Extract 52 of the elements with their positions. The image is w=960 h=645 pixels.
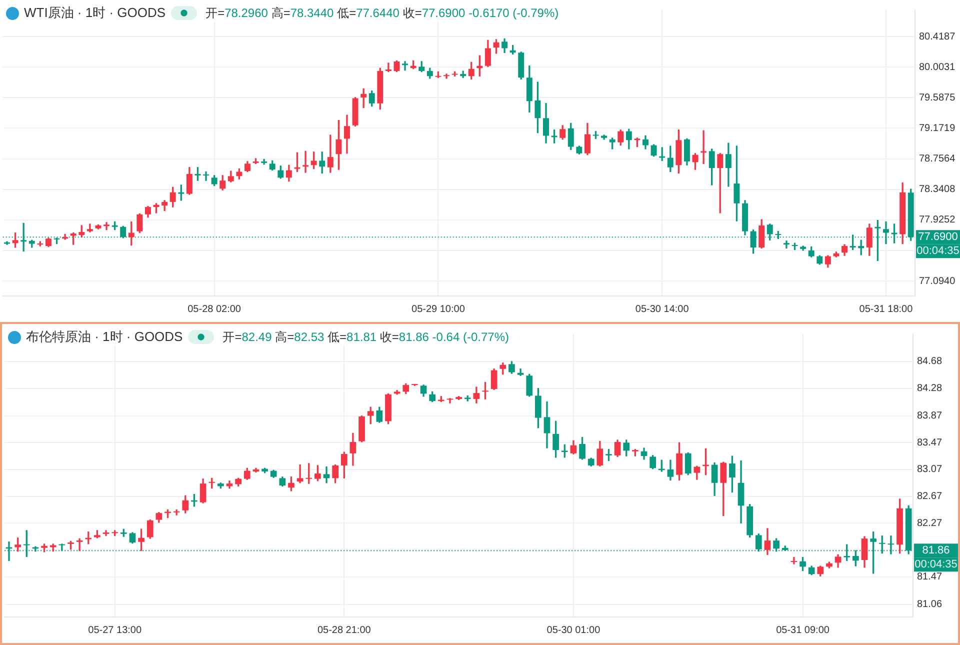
chart-title: 布伦特原油 · 1时 · GOODS: [26, 328, 183, 346]
y-tick-label: 77.9252: [919, 214, 956, 226]
y-tick-label: 82.27: [917, 518, 942, 529]
y-tick-label: 80.4187: [919, 31, 956, 42]
y-tick-label: 81.06: [917, 599, 942, 610]
candlestick: [446, 398, 454, 404]
y-tick-label: 79.5875: [919, 92, 956, 104]
x-tick-label: 05-30 14:00: [635, 304, 690, 315]
text: 00:04:35: [914, 558, 958, 571]
candlestick: [173, 509, 180, 516]
candlestick: [402, 61, 408, 71]
y-tick-label: 77.0940: [919, 276, 956, 287]
x-tick-label: 05-28 02:00: [188, 304, 242, 315]
x-tick-label: 05-30 01:00: [546, 624, 601, 636]
candlestick: [323, 466, 330, 484]
y-tick-label: 78.7564: [919, 154, 956, 165]
candlestick: [700, 130, 707, 164]
x-tick-label: 05-27 13:00: [88, 624, 142, 636]
candlestick: [444, 74, 450, 79]
y-tick-label: 84.28: [917, 383, 942, 394]
candlestick: [783, 240, 790, 249]
ref-line-label: 77.6900: [918, 231, 958, 244]
chart-title: WTI原油 · 1时 · GOODS: [24, 4, 166, 22]
x-tick-label: 05-29 10:00: [412, 304, 466, 315]
candlestick: [296, 464, 304, 484]
candlestick: [302, 150, 309, 173]
y-tick-label: 81.47: [917, 572, 942, 583]
candlestick: [203, 171, 209, 181]
candlestick: [102, 530, 110, 536]
text: 00:04:35: [916, 245, 960, 258]
candlestick: [460, 70, 466, 78]
candlestick: [385, 62, 392, 72]
y-tick-label: 78.3408: [919, 184, 956, 196]
y-tick-label: 82.67: [917, 491, 942, 502]
x-tick-label: 05-31 18:00: [859, 304, 914, 315]
candlestick: [790, 556, 798, 564]
text: 开=78.2960 高=78.3440 低=77.6440 收=77.6900 -0.6170 (-0.79%): [206, 6, 559, 20]
y-tick-label: 79.1719: [919, 122, 956, 134]
y-tick-label: 84.68: [917, 356, 942, 368]
y-tick-label: 80.0031: [919, 62, 956, 73]
y-tick-label: 83.87: [917, 410, 942, 422]
text: 开=82.49 高=82.53 低=81.81 收=81.86 -0.64 (-0.77%): [222, 330, 510, 344]
y-tick-label: 83.47: [917, 437, 942, 448]
candlestick: [86, 224, 93, 232]
candlestick: [104, 222, 110, 230]
y-tick-label: 83.07: [917, 464, 942, 476]
x-tick-label: 05-28 21:00: [317, 624, 372, 636]
ref-line-label: 81.86: [922, 544, 950, 557]
candlestick: [360, 88, 367, 108]
candlestick: [76, 538, 83, 551]
x-tick-label: 05-31 09:00: [776, 624, 830, 636]
candlestick: [517, 368, 524, 376]
